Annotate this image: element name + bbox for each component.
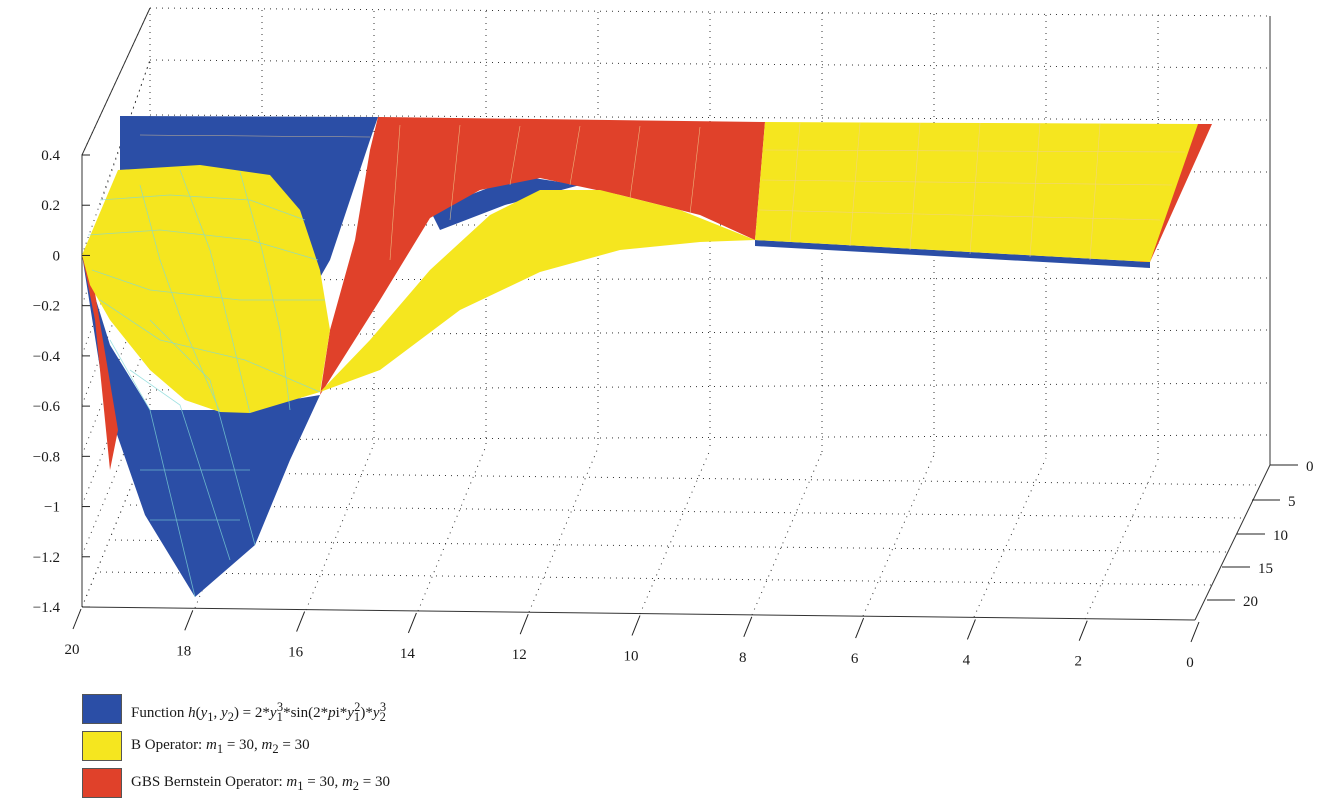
x-tick-label: 20 bbox=[65, 642, 80, 658]
function-surface-right-strip bbox=[755, 240, 1150, 268]
gbs-surface-left-sliver bbox=[82, 255, 118, 470]
x-tick-label: 6 bbox=[851, 651, 859, 667]
x-tick-mark bbox=[407, 612, 417, 634]
y-tick-label: 15 bbox=[1258, 561, 1273, 577]
legend-swatch-b-operator bbox=[82, 731, 122, 761]
x-tick-label: 14 bbox=[400, 646, 416, 662]
legend-item-gbs-operator: GBS Bernstein Operator: m1 = 30, m2 = 30 bbox=[82, 768, 782, 800]
function-surface-middle bbox=[430, 176, 580, 230]
y-tick-label: 10 bbox=[1273, 528, 1288, 544]
b-operator-surface-middle bbox=[320, 190, 755, 392]
legend-swatch-gbs-operator bbox=[82, 768, 122, 798]
x-tick-label: 0 bbox=[1186, 655, 1194, 671]
surface-mesh bbox=[87, 169, 325, 598]
z-tick-label: 0.4 bbox=[41, 148, 60, 164]
x-tick-label: 12 bbox=[512, 647, 527, 663]
x-tick-label: 8 bbox=[739, 650, 747, 666]
legend-label-b-operator: B Operator: m1 = 30, m2 = 30 bbox=[131, 737, 310, 756]
z-tick-label: −1.4 bbox=[33, 600, 61, 616]
x-tick-mark bbox=[855, 617, 865, 639]
z-tick-label: −0.2 bbox=[33, 299, 60, 315]
gbs-surface-main bbox=[320, 117, 765, 395]
surfaces bbox=[82, 116, 1212, 597]
legend: Function h(y1, y2) = 2*y13*sin(2*pi*y12)… bbox=[82, 694, 782, 805]
function-surface-valley bbox=[82, 255, 320, 597]
z-tick-label: −0.6 bbox=[33, 399, 61, 415]
x-tick-label: 16 bbox=[288, 645, 304, 661]
x-tick-mark bbox=[631, 615, 641, 636]
x-tick-mark bbox=[1190, 621, 1200, 643]
surface-mesh-right bbox=[139, 122, 1186, 261]
x-axis: 20 18 16 14 12 10 8 6 4 2 0 bbox=[65, 608, 1200, 671]
z-tick-label: 0.2 bbox=[41, 198, 60, 214]
legend-label-function: Function h(y1, y2) = 2*y13*sin(2*pi*y12)… bbox=[131, 700, 387, 724]
legend-item-function: Function h(y1, y2) = 2*y13*sin(2*pi*y12)… bbox=[82, 694, 782, 726]
x-tick-mark bbox=[1078, 620, 1088, 641]
x-tick-mark bbox=[519, 614, 529, 635]
x-tick-mark bbox=[966, 619, 976, 640]
y-tick-label: 20 bbox=[1243, 594, 1258, 610]
z-tick-label: 0 bbox=[53, 248, 61, 264]
x-tick-mark bbox=[296, 611, 306, 632]
z-tick-label: −1 bbox=[44, 500, 60, 516]
x-tick-mark bbox=[743, 616, 753, 637]
x-tick-label: 10 bbox=[624, 649, 639, 665]
legend-label-gbs-operator: GBS Bernstein Operator: m1 = 30, m2 = 30 bbox=[131, 774, 391, 793]
z-tick-label: −1.2 bbox=[33, 550, 60, 566]
x-tick-label: 4 bbox=[963, 652, 971, 668]
x-tick-mark bbox=[184, 610, 194, 631]
y-axis: 0 5 10 15 20 bbox=[1207, 459, 1314, 610]
legend-swatch-function bbox=[82, 694, 122, 724]
x-tick-label: 2 bbox=[1074, 654, 1082, 670]
z-tick-label: −0.8 bbox=[33, 449, 60, 465]
z-axis: 0.4 0.2 0 −0.2 −0.4 −0.6 −0.8 −1 −1.2 −1.4 bbox=[33, 148, 90, 616]
legend-item-b-operator: B Operator: m1 = 30, m2 = 30 bbox=[82, 731, 782, 763]
b-operator-surface-left bbox=[82, 165, 330, 413]
x-tick-mark bbox=[72, 608, 82, 630]
y-tick-label: 0 bbox=[1306, 459, 1314, 475]
b-operator-surface-right bbox=[755, 122, 1198, 262]
x-tick-label: 18 bbox=[176, 643, 191, 659]
z-tick-label: −0.4 bbox=[33, 349, 61, 365]
y-tick-label: 5 bbox=[1288, 494, 1296, 510]
